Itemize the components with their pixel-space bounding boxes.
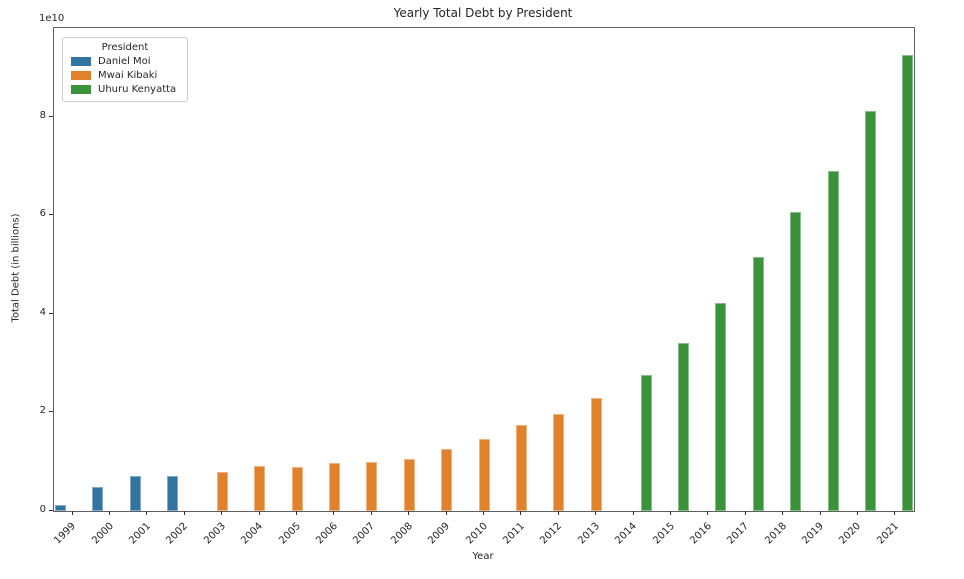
- x-tick-mark: [558, 511, 559, 515]
- legend: President Daniel Moi Mwai Kibaki Uhuru Ken…: [62, 37, 188, 102]
- legend-swatch-icon: [71, 71, 91, 80]
- bar-2013: [590, 398, 602, 511]
- bar-2000: [92, 487, 104, 511]
- bar-2017: [752, 257, 764, 511]
- bar-2018: [790, 212, 802, 511]
- bar-2004: [254, 466, 266, 511]
- bar-2001: [129, 476, 141, 511]
- x-tick-mark: [633, 511, 634, 515]
- bar-2012: [553, 414, 565, 511]
- x-axis-label: Year: [472, 551, 494, 562]
- bar-2010: [478, 439, 490, 511]
- legend-entry: Uhuru Kenyatta: [71, 84, 179, 95]
- y-tick-mark: [49, 116, 53, 117]
- bar-2002: [166, 476, 178, 511]
- x-tick-mark: [707, 511, 708, 515]
- y-tick-mark: [49, 313, 53, 314]
- bar-1999: [54, 505, 66, 511]
- legend-entry-label: Mwai Kibaki: [98, 70, 158, 81]
- y-tick-mark: [49, 510, 53, 511]
- y-tick-mark: [49, 214, 53, 215]
- y-axis-offset-label: 1e10: [39, 13, 65, 24]
- bar-2020: [864, 111, 876, 511]
- bar-2009: [441, 449, 453, 511]
- x-tick-mark: [595, 511, 596, 515]
- x-tick-mark: [520, 511, 521, 515]
- bar-2014: [640, 375, 652, 511]
- x-tick-label: 2021: [875, 520, 901, 547]
- x-tick-mark: [333, 511, 334, 515]
- y-tick-label: 8: [39, 110, 46, 121]
- legend-swatch-icon: [71, 57, 91, 66]
- x-tick-mark: [296, 511, 297, 515]
- bar-2007: [366, 462, 378, 511]
- bar-2003: [216, 472, 228, 511]
- x-tick-mark: [184, 511, 185, 515]
- x-tick-mark: [408, 511, 409, 515]
- x-tick-mark: [894, 511, 895, 515]
- bar-2011: [515, 425, 527, 511]
- legend-entry: Daniel Moi: [71, 56, 179, 67]
- x-tick-mark: [446, 511, 447, 515]
- bar-2015: [677, 343, 689, 511]
- x-tick-mark: [146, 511, 147, 515]
- legend-entry-label: Uhuru Kenyatta: [98, 84, 177, 95]
- y-tick-label: 0: [39, 504, 46, 515]
- x-tick-mark: [483, 511, 484, 515]
- plot-area: [53, 27, 915, 512]
- y-tick-label: 4: [39, 307, 46, 318]
- x-tick-mark: [221, 511, 222, 515]
- legend-title: President: [101, 42, 149, 53]
- y-tick-label: 6: [39, 208, 46, 219]
- x-tick-mark: [745, 511, 746, 515]
- bar-2005: [291, 467, 303, 511]
- legend-entry-label: Daniel Moi: [98, 56, 151, 67]
- legend-swatch-icon: [71, 85, 91, 94]
- x-tick-mark: [259, 511, 260, 515]
- x-tick-mark: [371, 511, 372, 515]
- bar-2016: [715, 303, 727, 511]
- legend-entries: Daniel Moi Mwai Kibaki Uhuru Kenyatta: [71, 56, 179, 95]
- x-tick-mark: [857, 511, 858, 515]
- chart-title: Yearly Total Debt by President: [393, 6, 573, 20]
- bar-2021: [902, 55, 914, 511]
- x-tick-mark: [782, 511, 783, 515]
- x-tick-mark: [820, 511, 821, 515]
- y-tick-label: 2: [39, 405, 46, 416]
- y-tick-mark: [49, 411, 53, 412]
- legend-entry: Mwai Kibaki: [71, 70, 179, 81]
- x-tick-mark: [670, 511, 671, 515]
- bar-2006: [328, 463, 340, 511]
- x-tick-mark: [109, 511, 110, 515]
- bar-2008: [403, 459, 415, 511]
- x-tick-mark: [72, 511, 73, 515]
- bar-2019: [827, 171, 839, 511]
